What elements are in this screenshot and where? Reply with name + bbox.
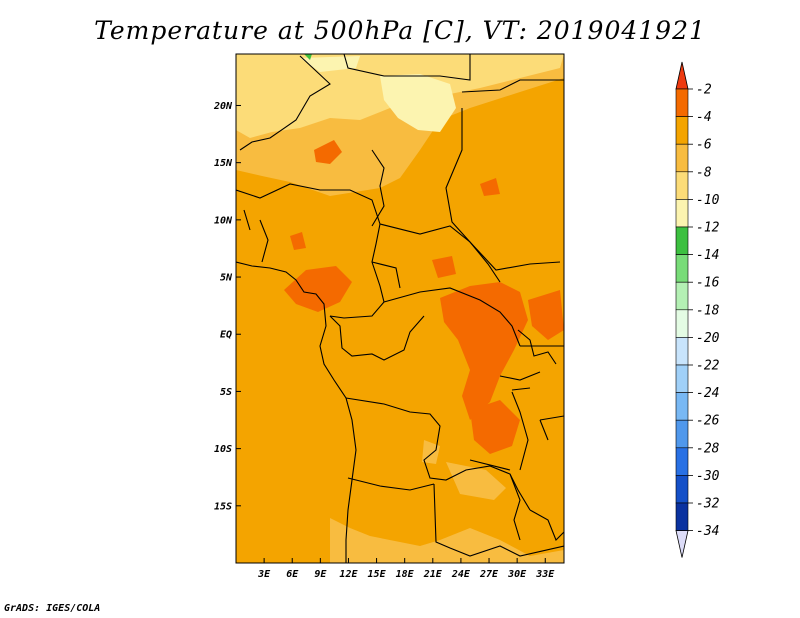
colorbar-label: -28: [696, 441, 720, 456]
colorbar-segment: [675, 143, 689, 173]
band-minus8-south: [330, 518, 564, 563]
patch-minus4-c: [440, 282, 528, 420]
colorbar-segment: [675, 502, 689, 531]
colorbar-segment: [675, 392, 689, 421]
colorbar-segment: [675, 116, 689, 145]
colorbar-label: -24: [696, 386, 719, 401]
colorbar-label: -6: [696, 138, 712, 153]
colorbar-segment: [675, 199, 689, 228]
border-b: [239, 55, 331, 151]
patch-minus4-g: [432, 256, 456, 278]
patch-minus4-d: [470, 400, 520, 454]
patch-minus4-h: [480, 178, 500, 196]
x-axis: 3E 6E 9E 12E 15E 18E 21E 24E 27E 30E 33E: [257, 558, 555, 580]
patch-minus4-a: [314, 140, 342, 164]
colorbar-label: -4: [696, 110, 712, 125]
x-tick-label: 21E: [423, 569, 443, 580]
band-minus12-north: [380, 74, 456, 132]
border-e: [445, 108, 501, 283]
colorbar-segment: [675, 419, 689, 449]
colorbar-label: -14: [696, 248, 719, 263]
y-tick-label: 10S: [214, 444, 232, 455]
colorbar-label: -8: [696, 165, 712, 180]
patch-minus4-e: [528, 290, 564, 340]
x-tick-label: 33E: [535, 569, 555, 580]
y-axis: 20N 15N 10N 5N EQ 5S 10S 15S: [213, 101, 241, 512]
border-m: [243, 209, 401, 289]
border-d: [371, 149, 385, 227]
colorbar-label: -22: [696, 359, 720, 374]
x-tick-label: 15E: [368, 569, 387, 580]
colorbar-label: -18: [696, 303, 720, 318]
y-tick-label: 5N: [220, 273, 233, 284]
colorbar-segment: [675, 88, 689, 117]
temperature-field: [236, 54, 564, 563]
colorbar-segment: [675, 226, 689, 255]
country-borders: [236, 54, 564, 563]
x-tick-label: 18E: [396, 569, 415, 580]
y-tick-label: EQ: [220, 330, 232, 341]
y-tick-label: 20N: [213, 101, 233, 112]
y-tick-label: 10N: [214, 215, 233, 226]
colorbar-label: -26: [696, 414, 720, 429]
border-k: [347, 477, 564, 557]
patch-minus4-b: [284, 266, 352, 312]
border-c: [343, 54, 471, 81]
colorbar-segment: [675, 254, 689, 283]
x-tick-label: 27E: [479, 569, 499, 580]
border-f: [461, 79, 564, 93]
x-tick-label: 24E: [451, 569, 471, 580]
y-tick-label: 15N: [214, 158, 233, 169]
patch-minus4-f: [290, 232, 306, 250]
colorbar-segment: [675, 447, 689, 476]
x-tick-label: 30E: [507, 569, 527, 580]
x-tick-label: 12E: [339, 569, 358, 580]
colorbar-label: -12: [696, 221, 720, 236]
colorbar-segment: [675, 475, 689, 504]
colorbar-segment: [675, 364, 689, 393]
border-n: [469, 459, 521, 541]
map-frame: [235, 53, 565, 564]
coast-lakes: [511, 329, 557, 471]
colorbar-top-arrow: [675, 61, 689, 90]
colorbar-label: -2: [696, 83, 712, 98]
band-minus12-north-2: [300, 56, 360, 72]
border-h: [383, 287, 521, 347]
y-tick-label: 5S: [220, 387, 232, 398]
colorbar-bottom-arrow: [675, 530, 689, 558]
border-g: [379, 223, 561, 271]
colorbar: -2 -4 -6 -8 -10 -12 -14 -16 -18 -20 -22 -24 -26 -28 -3…: [675, 61, 720, 558]
green-spot: [304, 54, 312, 60]
border-i: [329, 315, 425, 361]
x-tick-label: 3E: [257, 569, 271, 580]
band-minus8-south-2: [446, 462, 506, 500]
colorbar-label: -30: [696, 469, 720, 484]
colorbar-label: -10: [696, 193, 720, 208]
colorbar-segment: [675, 281, 689, 311]
coastline-west: [236, 261, 357, 563]
colorbar-label: -16: [696, 276, 720, 291]
x-tick-label: 9E: [314, 569, 327, 580]
colorbar-label: -34: [696, 524, 719, 539]
border-o: [529, 509, 564, 541]
y-tick-label: 15S: [214, 501, 232, 512]
colorbar-label: -32: [696, 497, 720, 512]
colorbar-segment: [675, 171, 689, 200]
border-l: [499, 345, 564, 421]
border-a: [236, 183, 385, 319]
colorbar-segment: [675, 309, 689, 338]
border-j: [345, 397, 531, 511]
footer-credit: GrADS: IGES/COLA: [4, 603, 101, 614]
colorbar-segment: [675, 337, 689, 366]
colorbar-label: -20: [696, 331, 720, 346]
x-tick-label: 6E: [286, 569, 299, 580]
chart-title: Temperature at 500hPa [C], VT: 201904192…: [94, 16, 706, 45]
